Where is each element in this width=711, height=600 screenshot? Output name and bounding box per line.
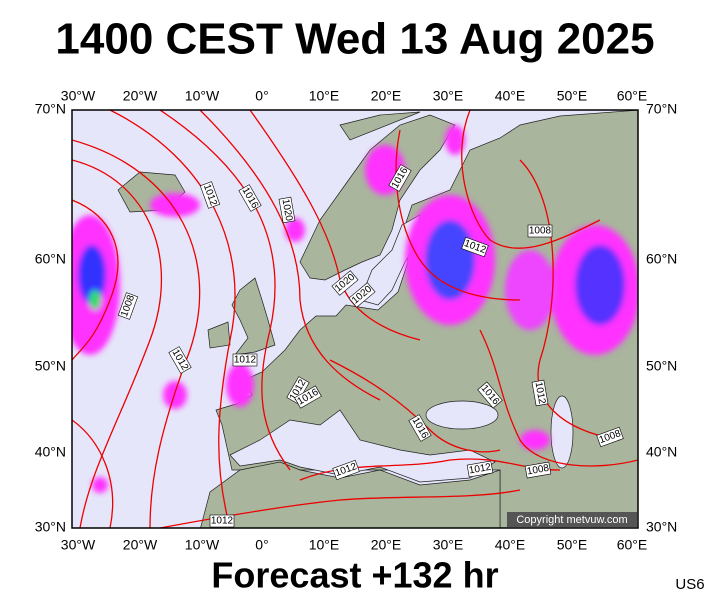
- isobar-label: 1008: [524, 461, 552, 479]
- latitude-label: 60°N: [35, 251, 66, 267]
- copyright: Copyright metvuw.com: [516, 514, 627, 526]
- latitude-label: 30°N: [35, 519, 66, 535]
- longitude-label: 20°W: [123, 537, 158, 553]
- isobar-label: 1020: [278, 196, 296, 224]
- latitude-label: 40°N: [646, 444, 677, 460]
- map-area: Copyright metvuw.com: [72, 110, 638, 528]
- isobar-label-text: 1012: [234, 355, 257, 366]
- longitude-label: 20°E: [371, 537, 402, 553]
- isobar-label-box: [332, 459, 360, 481]
- copyright-box: [507, 512, 637, 527]
- latitude-label: 50°N: [35, 358, 66, 374]
- longitude-label: 10°E: [309, 88, 340, 104]
- isobar-label-text: 1020: [280, 198, 295, 222]
- isobar-label: 1012: [466, 460, 494, 478]
- isobar-label-box: [408, 414, 432, 442]
- latitude-label: 40°N: [35, 444, 66, 460]
- isobar-label-box: [531, 379, 549, 407]
- isobar-label-text: 1012: [211, 516, 234, 527]
- longitude-label: 30°W: [61, 88, 96, 104]
- title: 1400 CEST Wed 13 Aug 2025: [55, 15, 654, 64]
- longitude-label: 60°E: [617, 537, 648, 553]
- latitude-label: 50°N: [646, 358, 677, 374]
- isobar-label-box: [348, 282, 376, 308]
- isobar-label: 1008: [527, 224, 553, 238]
- isobar-label-box: [596, 426, 624, 448]
- map-code: US6: [675, 576, 704, 593]
- longitude-label: 0°: [255, 537, 268, 553]
- isobar-label-box: [461, 236, 489, 258]
- isobar-label-box: [388, 164, 412, 192]
- precipitation: [72, 125, 638, 493]
- isobar-label-box: [466, 460, 494, 478]
- isobar-label-box: [524, 461, 552, 479]
- isobar-label-box: [278, 196, 296, 224]
- longitude-label: 60°E: [617, 88, 648, 104]
- isobar-label-text: 1012: [533, 381, 548, 405]
- isobar-label-box: [294, 385, 322, 409]
- longitude-label: 40°E: [495, 537, 526, 553]
- longitude-label: 40°E: [495, 88, 526, 104]
- longitude-label: 10°W: [185, 537, 220, 553]
- isobar-label-box: [527, 224, 553, 238]
- longitude-label: 10°E: [309, 537, 340, 553]
- isobar-label-box: [477, 381, 503, 409]
- longitude-label: 30°E: [433, 88, 464, 104]
- isobar-label-text: 1008: [529, 226, 552, 237]
- longitude-label: 50°E: [557, 88, 588, 104]
- isobar-label-box: [209, 514, 235, 528]
- isobar-label-box: [232, 353, 258, 367]
- latitude-label: 70°N: [35, 101, 66, 117]
- longitude-label: 30°W: [61, 537, 96, 553]
- isobar-label-box: [168, 346, 192, 374]
- isobar-label-box: [331, 270, 359, 296]
- isobar-label-text: 1012: [468, 462, 492, 477]
- latitude-label: 60°N: [646, 251, 677, 267]
- longitude-label: 20°W: [123, 88, 158, 104]
- isobar-label-box: [238, 184, 262, 212]
- isobar-label-text: 1008: [526, 463, 550, 478]
- inland-seas: [229, 214, 574, 483]
- map-frame: [71, 109, 639, 529]
- longitude-label: 50°E: [557, 537, 588, 553]
- isobar-label: 1008: [596, 426, 624, 448]
- isobar-label: 1012: [531, 379, 549, 407]
- isobar-label: 1012: [232, 353, 258, 367]
- isobar-label: 1012: [209, 514, 235, 528]
- isobar-label-box: [199, 181, 221, 209]
- longitude-label: 30°E: [433, 537, 464, 553]
- longitude-label: 20°E: [371, 88, 402, 104]
- longitude-label: 10°W: [185, 88, 220, 104]
- latitude-label: 70°N: [646, 101, 677, 117]
- forecast-label: Forecast +132 hr: [211, 555, 498, 596]
- longitude-label: 0°: [255, 88, 268, 104]
- isobar-label-box: [117, 292, 139, 320]
- latitude-label: 30°N: [646, 519, 677, 535]
